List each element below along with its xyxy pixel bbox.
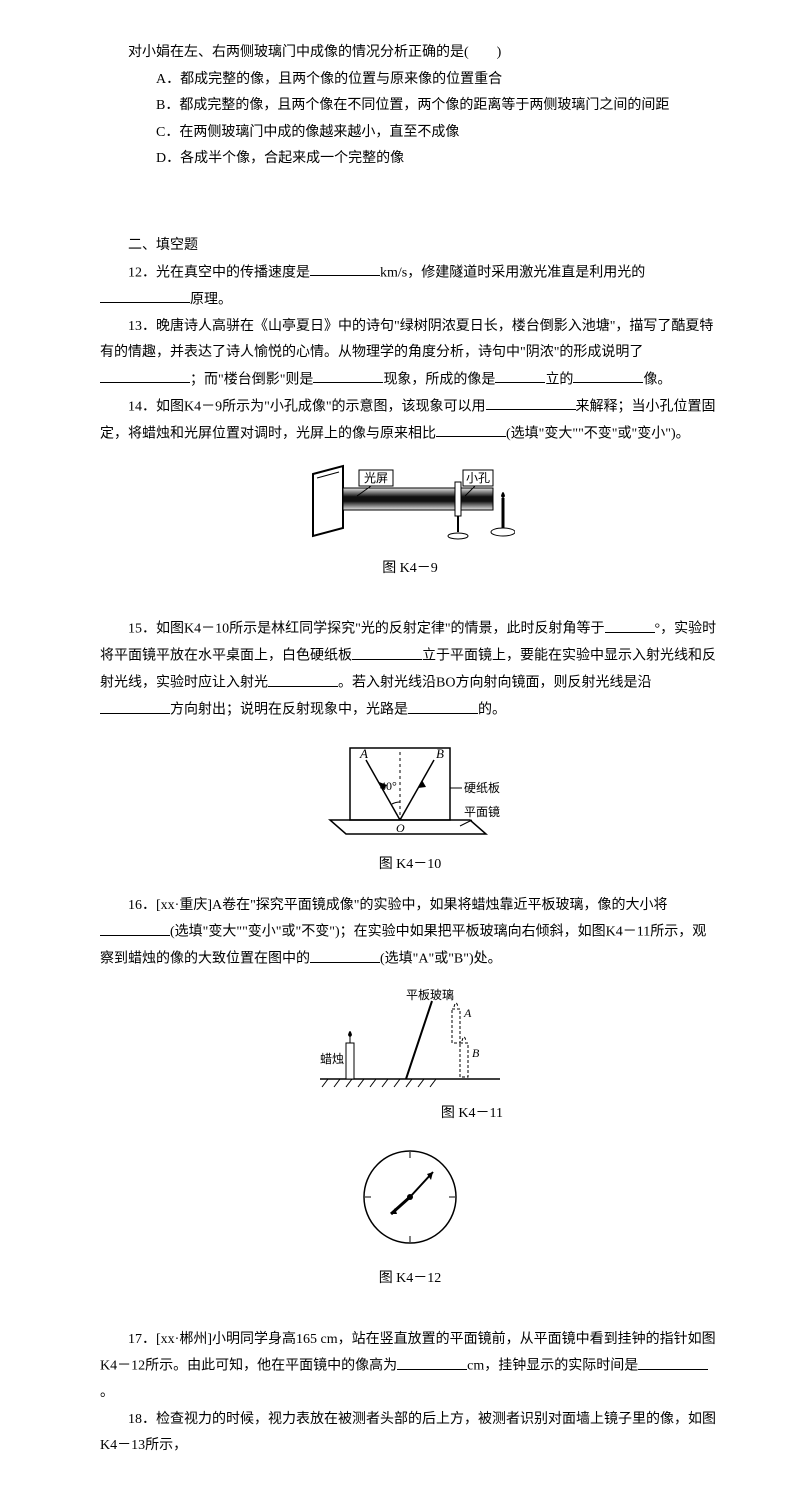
q18-text-a: 18．检查视力的时候，视力表放在被测者头部的后上方，被测者识别对面墙上镜子里的像… bbox=[100, 1412, 716, 1454]
fig10-mirror-label: 平面镜 bbox=[464, 804, 500, 819]
blank bbox=[310, 260, 380, 276]
q11-opt-d: D．各成半个像，合起来成一个完整的像 bbox=[100, 146, 720, 173]
q18: 18．检查视力的时候，视力表放在被测者头部的后上方，被测者识别对面墙上镜子里的像… bbox=[100, 1407, 720, 1460]
q15-text-a: 15．如图K4－10所示是林红同学探究"光的反射定律"的情景，此时反射角等于 bbox=[128, 622, 605, 637]
blank bbox=[352, 643, 422, 659]
q17-text-c: 。 bbox=[100, 1385, 114, 1400]
blank bbox=[638, 1353, 708, 1369]
q15-text-f: 的。 bbox=[478, 703, 506, 718]
fig11-b: B bbox=[472, 1046, 480, 1060]
q11-opt-b: B．都成完整的像，且两个像在不同位置，两个像的距离等于两侧玻璃门之间的间距 bbox=[100, 93, 720, 120]
blank bbox=[310, 946, 380, 962]
blank bbox=[100, 697, 170, 713]
q13-text-c: 现象，所成的像是 bbox=[383, 372, 495, 387]
q15-text-e: 方向射出；说明在反射现象中，光路是 bbox=[170, 703, 408, 718]
q11-opt-a: A．都成完整的像，且两个像的位置与原来像的位置重合 bbox=[100, 67, 720, 94]
blank bbox=[268, 670, 338, 686]
fig10-b: B bbox=[436, 746, 444, 761]
fig9-label-hole: 小孔 bbox=[466, 471, 490, 485]
figure-k4-10: 40° A B O 硬纸板 平面镜 图 K4－10 bbox=[100, 738, 720, 879]
q13-text-b: ；而"楼台倒影"则是 bbox=[190, 372, 313, 387]
q13: 13．晚唐诗人高骈在《山亭夏日》中的诗句"绿树阴浓夏日长，楼台倒影入池塘"，描写… bbox=[100, 314, 720, 394]
spacer bbox=[100, 1307, 720, 1327]
figure-k4-9-label: 图 K4－9 bbox=[100, 556, 720, 583]
blank bbox=[486, 394, 576, 410]
fig10-angle: 40° bbox=[380, 779, 397, 793]
blank bbox=[397, 1353, 467, 1369]
fig11-a: A bbox=[463, 1006, 472, 1020]
blank bbox=[408, 697, 478, 713]
spacer bbox=[100, 596, 720, 616]
figure-k4-11: 蜡烛 平板玻璃 A B 图 K4－11 bbox=[100, 987, 720, 1128]
q12-text-c: 原理。 bbox=[190, 292, 232, 307]
figure-k4-12: 图 K4－12 bbox=[100, 1142, 720, 1293]
q12: 12．光在真空中的传播速度是 km/s，修建隧道时采用激光准直是利用光的原理。 bbox=[100, 260, 720, 314]
fig11-glass-label: 平板玻璃 bbox=[406, 988, 454, 1002]
q17: 17．[xx·郴州]小明同学身高165 cm，站在竖直放置的平面镜前，从平面镜中… bbox=[100, 1327, 720, 1407]
figure-k4-11-label: 图 K4－11 bbox=[100, 1101, 720, 1128]
figure-k4-9: 光屏 小孔 图 K4－9 bbox=[100, 462, 720, 583]
q12-text-b: km/s，修建隧道时采用激光准直是利用光的 bbox=[380, 265, 645, 280]
q15: 15．如图K4－10所示是林红同学探究"光的反射定律"的情景，此时反射角等于°，… bbox=[100, 616, 720, 724]
q13-text-d: 立的 bbox=[545, 372, 573, 387]
blank bbox=[436, 421, 506, 437]
fig11-candle-label: 蜡烛 bbox=[320, 1052, 344, 1066]
blank bbox=[100, 287, 190, 303]
blank bbox=[495, 367, 545, 383]
fig10-o: O bbox=[396, 821, 405, 835]
q16: 16．[xx·重庆]A卷在"探究平面镜成像"的实验中，如果将蜡烛靠近平板玻璃，像… bbox=[100, 893, 720, 974]
blank bbox=[573, 367, 643, 383]
q16-text-c: (选填"A"或"B")处。 bbox=[380, 952, 502, 967]
section-2-head: 二、填空题 bbox=[100, 233, 720, 260]
q14: 14．如图K4－9所示为"小孔成像"的示意图，该现象可以用来解释；当小孔位置固定… bbox=[100, 394, 720, 448]
figure-k4-12-label: 图 K4－12 bbox=[100, 1266, 720, 1293]
q14-text-c: (选填"变大""不变"或"变小")。 bbox=[506, 426, 690, 441]
blank bbox=[100, 919, 170, 935]
blank bbox=[100, 367, 190, 383]
fig9-label-screen: 光屏 bbox=[364, 471, 388, 485]
fig10-a: A bbox=[359, 746, 368, 761]
q14-text-a: 14．如图K4－9所示为"小孔成像"的示意图，该现象可以用 bbox=[128, 399, 486, 414]
q15-text-d: 。若入射光线沿BO方向射向镜面，则反射光线是沿 bbox=[338, 676, 651, 691]
q11-stem: 对小娟在左、右两侧玻璃门中成像的情况分析正确的是( ) bbox=[100, 40, 720, 67]
q13-text-a: 13．晚唐诗人高骈在《山亭夏日》中的诗句"绿树阴浓夏日长，楼台倒影入池塘"，描写… bbox=[100, 319, 713, 361]
figure-k4-10-label: 图 K4－10 bbox=[100, 852, 720, 879]
q13-text-e: 像。 bbox=[643, 372, 671, 387]
blank bbox=[313, 367, 383, 383]
q12-text-a: 12．光在真空中的传播速度是 bbox=[128, 265, 310, 280]
fig10-board-label: 硬纸板 bbox=[464, 781, 500, 795]
q17-text-b: cm，挂钟显示的实际时间是 bbox=[467, 1359, 638, 1374]
q11-opt-c: C．在两侧玻璃门中成的像越来越小，直至不成像 bbox=[100, 120, 720, 147]
spacer bbox=[100, 173, 720, 233]
blank bbox=[605, 616, 655, 632]
q16-text-a: 16．[xx·重庆]A卷在"探究平面镜成像"的实验中，如果将蜡烛靠近平板玻璃，像… bbox=[128, 898, 668, 913]
